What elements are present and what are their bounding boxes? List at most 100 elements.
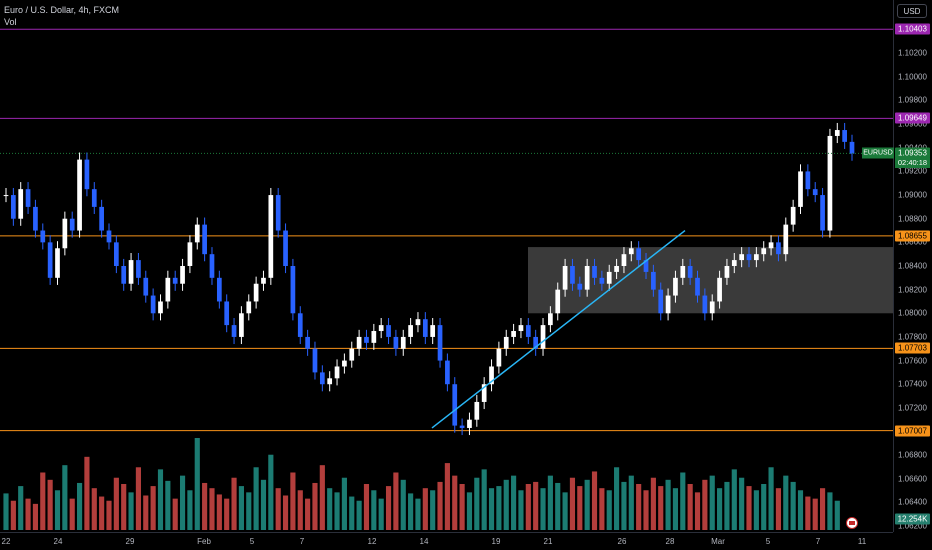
- price-tick-label: 1.09000: [898, 190, 927, 200]
- volume-bar: [768, 467, 774, 530]
- volume-bar: [533, 481, 539, 530]
- candle-body: [113, 242, 119, 266]
- candle-body: [783, 224, 789, 255]
- candle-body: [739, 254, 745, 261]
- price-tick-label: 1.10000: [898, 72, 927, 82]
- volume-bar: [783, 475, 789, 530]
- candle-body: [437, 325, 443, 361]
- candle-body: [496, 348, 502, 367]
- volume-bar: [99, 496, 105, 530]
- time-axis[interactable]: 22 24 29 Feb 5 7 12 14 19 21 26 28 Mar 5 7 11: [0, 532, 893, 550]
- price-tick-label: 1.07800: [898, 332, 927, 342]
- candle-body: [47, 242, 53, 278]
- volume-bar: [739, 477, 745, 530]
- volume-bar: [363, 484, 370, 530]
- price-tick-label: 1.07200: [898, 403, 927, 413]
- candle-body: [216, 277, 222, 302]
- candle-body: [150, 295, 156, 314]
- level-price-tag[interactable]: 1.07703: [895, 342, 930, 354]
- level-price-tag[interactable]: 1.10403: [895, 23, 930, 35]
- candle-body: [842, 130, 847, 142]
- candle-body: [77, 159, 82, 231]
- level-price-tag[interactable]: 1.09649: [895, 112, 930, 124]
- candle-body: [349, 348, 355, 361]
- volume-bar: [422, 488, 428, 530]
- volume-bar: [327, 488, 333, 530]
- price-tick-label: 1.09400: [898, 143, 927, 152]
- symbol-title[interactable]: Euro / U.S. Dollar, 4h, FXCM: [4, 5, 120, 15]
- time-tick-label: 21: [543, 537, 553, 546]
- volume-bar: [408, 493, 414, 530]
- volume-bar: [40, 472, 46, 530]
- volume-bar: [503, 479, 509, 530]
- volume-bar: [275, 488, 281, 530]
- candle-body: [62, 218, 68, 249]
- candle-body: [562, 266, 568, 290]
- candle-body: [25, 189, 31, 207]
- bar-countdown: 02:40:18: [895, 158, 930, 169]
- candle-body: [187, 242, 193, 266]
- volume-bar: [143, 495, 149, 530]
- price-tick-label: 1.07400: [898, 379, 927, 389]
- volume-bar: [672, 488, 679, 530]
- price-tick-label: 1.09200: [898, 166, 927, 176]
- candle-body: [319, 372, 325, 385]
- volume-bar: [444, 463, 450, 530]
- volume-bar: [569, 477, 576, 530]
- volume-bar: [819, 488, 826, 530]
- volume-bar: [547, 475, 553, 530]
- volume-bar: [305, 498, 311, 530]
- candle-body: [239, 313, 244, 337]
- volume-bar: [562, 492, 568, 530]
- candle-body: [555, 289, 561, 314]
- current-price-tag[interactable]: 1.09353: [895, 147, 930, 159]
- candle-body: [165, 277, 171, 302]
- candle-body: [202, 224, 207, 255]
- volume-bar: [194, 438, 200, 530]
- volume-bar: [628, 475, 634, 530]
- volume-bar: [150, 486, 156, 530]
- volume-bar: [290, 472, 296, 530]
- candle-body: [761, 248, 767, 255]
- price-axis[interactable]: 1.10200 1.10000 1.09800 1.09600 1.09400 1.092…: [893, 0, 932, 532]
- candle-body: [246, 301, 252, 314]
- volume-bar: [577, 486, 583, 530]
- volume-bar: [459, 484, 465, 530]
- volume-indicator-label[interactable]: Vol: [4, 17, 17, 27]
- candle-body: [665, 295, 671, 314]
- candle-body: [768, 242, 774, 249]
- volume-bar: [827, 492, 833, 530]
- time-tick-label: 12: [367, 537, 377, 546]
- volume-bar: [636, 484, 642, 530]
- volume-bar: [488, 488, 495, 530]
- volume-bar: [812, 498, 818, 530]
- candle-body: [209, 254, 215, 278]
- level-price-tag[interactable]: 1.07007: [895, 425, 930, 437]
- time-tick-label: 11: [857, 537, 867, 546]
- candle-body: [702, 295, 708, 314]
- volume-bar: [746, 486, 752, 530]
- volume-bar: [121, 484, 127, 530]
- volume-bar: [658, 486, 664, 530]
- volume-bar: [540, 488, 546, 530]
- volume-bar: [393, 472, 399, 530]
- time-tick-label: 24: [53, 537, 63, 546]
- candle-body: [283, 230, 288, 266]
- currency-button[interactable]: USD: [897, 4, 927, 18]
- candle-body: [3, 195, 9, 197]
- volume-bar: [775, 488, 782, 530]
- candle-body: [511, 331, 516, 337]
- level-price-tag[interactable]: 1.08655: [895, 230, 930, 242]
- price-tick-label: 1.06800: [898, 450, 927, 460]
- volume-bar: [437, 481, 443, 530]
- volume-bar: [415, 498, 421, 530]
- price-chart[interactable]: [0, 0, 893, 532]
- volume-bar: [179, 475, 186, 530]
- volume-bar: [709, 475, 715, 530]
- candle-body: [467, 419, 472, 428]
- volume-bar: [717, 488, 723, 530]
- candle-body: [158, 301, 163, 314]
- us-flag-event-icon[interactable]: [846, 517, 858, 529]
- candle-body: [754, 254, 759, 261]
- candle-body: [709, 301, 715, 314]
